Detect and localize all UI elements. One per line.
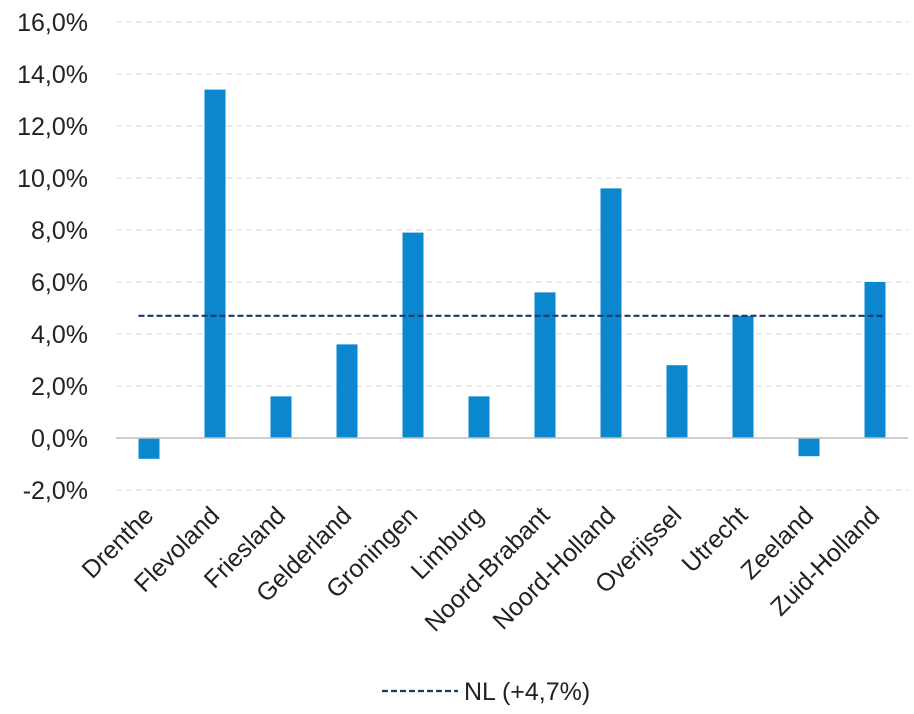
bars	[138, 89, 886, 459]
y-tick-label: 10,0%	[17, 165, 88, 193]
x-axis-ticks: DrentheFlevolandFrieslandGelderlandGroni…	[77, 501, 886, 637]
bar	[402, 232, 424, 438]
gridlines	[116, 21, 908, 491]
bar	[798, 438, 820, 457]
y-axis-ticks: -2,0% 0,0% 2,0% 4,0% 6,0% 8,0% 10,0% 12,0% 14,0%…	[17, 9, 88, 505]
bar	[204, 89, 226, 438]
y-tick-label: 12,0%	[17, 113, 88, 141]
y-tick-label: 0,0%	[31, 425, 88, 453]
bar	[732, 315, 754, 438]
bar	[534, 292, 556, 438]
y-tick-label: 8,0%	[31, 217, 88, 245]
bar	[600, 188, 622, 438]
bar	[864, 282, 886, 438]
y-tick-label: -2,0%	[23, 477, 88, 505]
y-tick-label: 2,0%	[31, 373, 88, 401]
y-tick-label: 4,0%	[31, 321, 88, 349]
bar	[468, 396, 490, 438]
bar	[666, 365, 688, 438]
y-tick-label: 16,0%	[17, 9, 88, 37]
y-tick-label: 6,0%	[31, 269, 88, 297]
legend: NL (+4,7%)	[382, 678, 590, 706]
y-tick-label: 14,0%	[17, 61, 88, 89]
bar	[336, 344, 358, 438]
bar	[270, 396, 292, 438]
legend-label: NL (+4,7%)	[464, 678, 590, 706]
bar	[138, 438, 160, 459]
